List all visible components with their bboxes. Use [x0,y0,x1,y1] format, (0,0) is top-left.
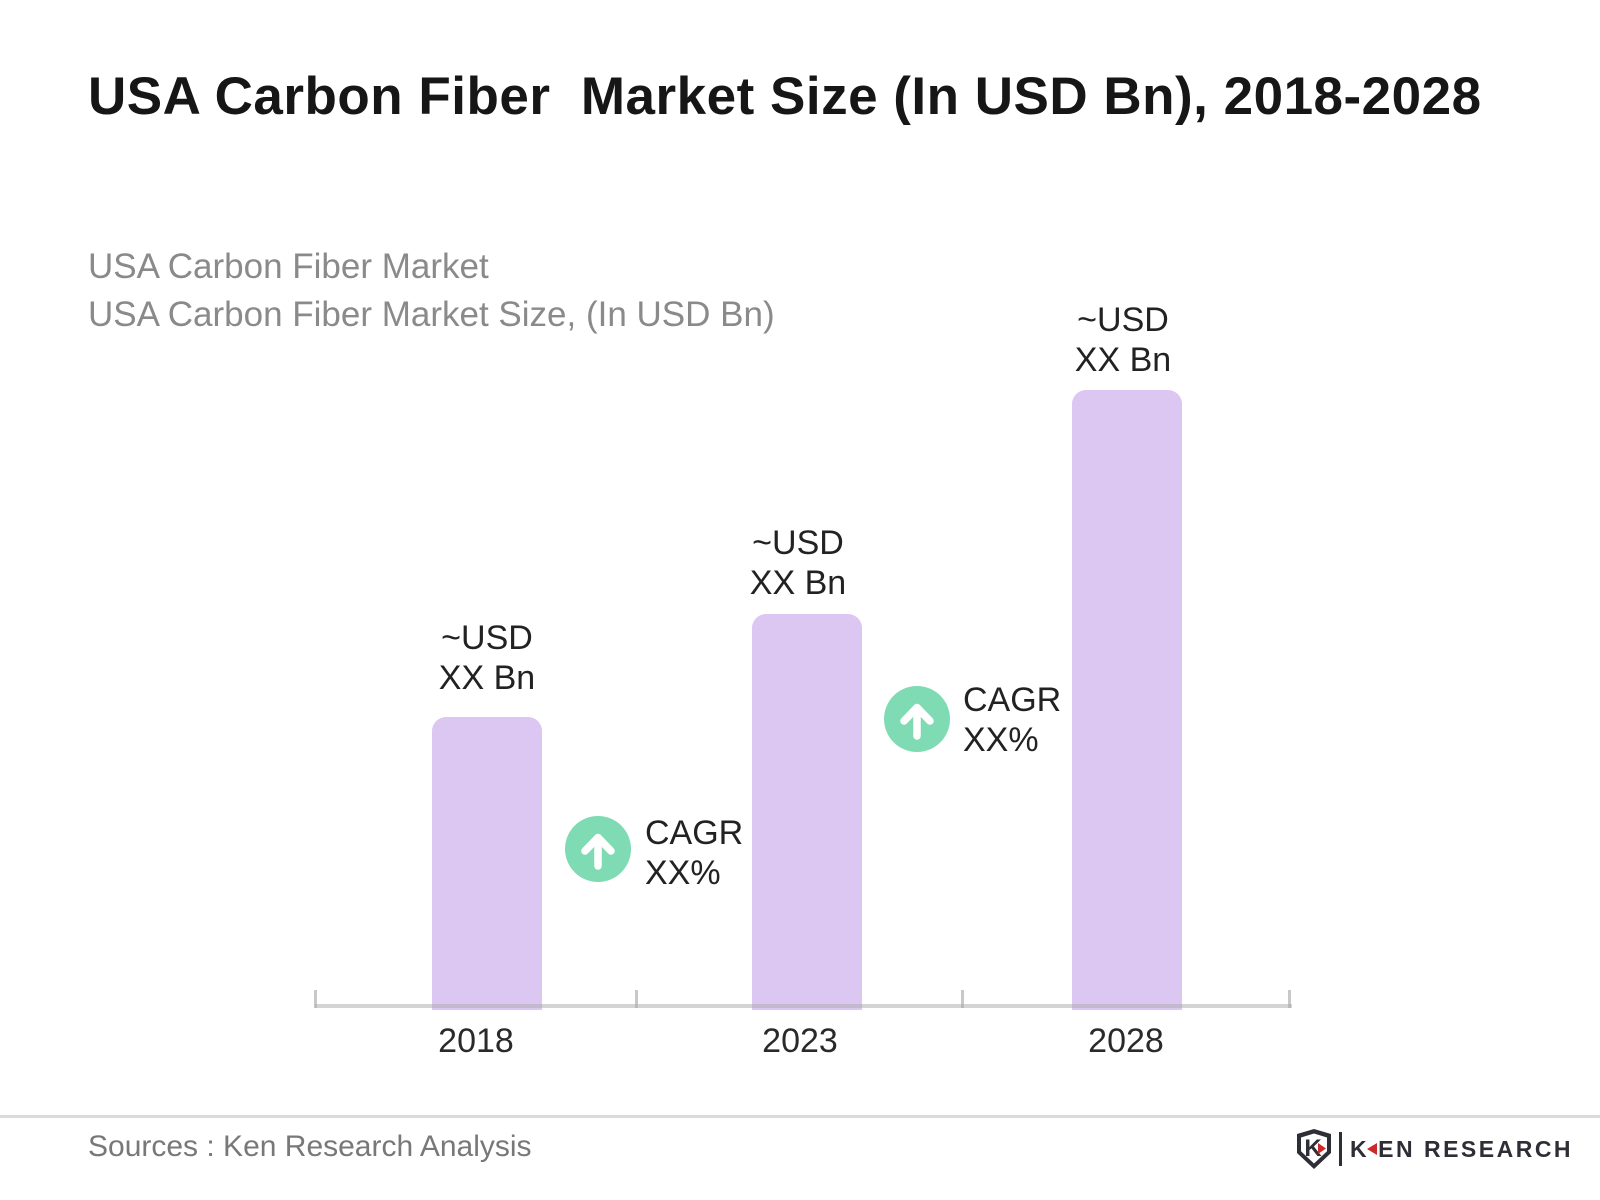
ken-research-logo: K K EN RESEARCH [1296,1126,1573,1172]
bar-2028 [1072,390,1182,1010]
ken-research-shield-icon: K [1297,1129,1331,1169]
x-axis-label-2023: 2023 [762,1022,838,1060]
value-line-1: ~USD [1077,301,1169,339]
logo-text-rest: EN RESEARCH [1378,1135,1574,1162]
cagr-text-1: CAGR XX% [645,813,743,893]
value-line-2: XX Bn [438,659,536,697]
cagr-value: XX% [963,721,1039,759]
cagr-badge-1 [565,816,631,882]
logo-divider [1339,1132,1342,1166]
bar-value-label-2023: ~USD XX Bn [688,523,908,603]
svg-text:K: K [1304,1135,1322,1162]
cagr-label: CAGR [645,814,744,852]
axis-tick [635,990,638,1008]
value-line-2: XX Bn [749,564,847,602]
cagr-text-2: CAGR XX% [963,680,1061,760]
footer-divider [0,1115,1600,1118]
sources-text: Sources : Ken Research Analysis [88,1130,532,1163]
x-axis-label-2018: 2018 [438,1022,514,1060]
logo-wordmark: K EN RESEARCH [1350,1136,1573,1163]
axis-tick [1288,990,1291,1008]
value-line-1: ~USD [441,619,533,657]
value-line-2: XX Bn [1074,341,1172,379]
chart-subtitle: USA Carbon Fiber Market USA Carbon Fiber… [88,243,775,339]
arrow-up-icon [900,703,934,740]
bar-2018 [432,717,542,1010]
bar-value-label-2028: ~USD XX Bn [1013,300,1233,380]
axis-tick [314,990,317,1008]
x-axis-line [315,1004,1292,1008]
subtitle-line-1: USA Carbon Fiber Market [88,247,489,286]
bar-2023 [752,614,862,1010]
value-line-1: ~USD [752,524,844,562]
x-axis-label-2028: 2028 [1088,1022,1164,1060]
cagr-value: XX% [645,854,721,892]
subtitle-line-2: USA Carbon Fiber Market Size, (In USD Bn… [88,295,775,334]
axis-tick [961,990,964,1008]
logo-red-triangle-icon [1367,1143,1378,1155]
cagr-label: CAGR [963,681,1062,719]
arrow-up-icon [581,833,615,870]
bar-value-label-2018: ~USD XX Bn [377,618,597,698]
cagr-badge-2 [884,686,950,752]
page-title: USA Carbon Fiber Market Size (In USD Bn)… [88,67,1482,126]
logo-letter-k: K [1350,1135,1370,1162]
